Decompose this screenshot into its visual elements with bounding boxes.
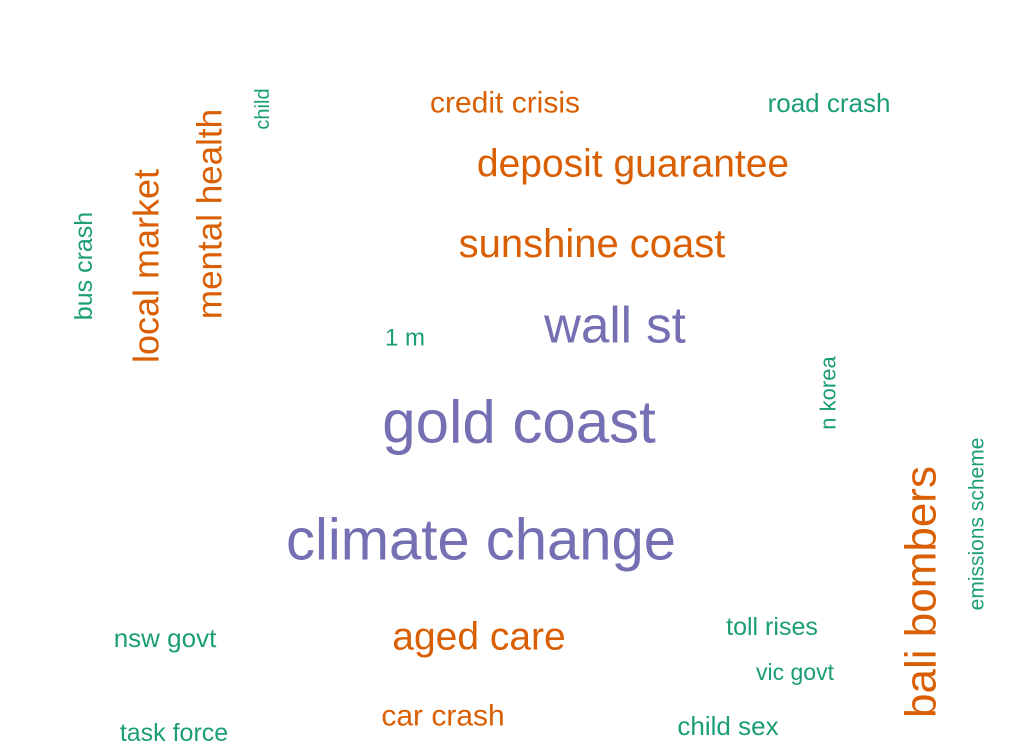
word-child-sex: child sex (677, 711, 778, 741)
word-climate-change: climate change (286, 508, 676, 573)
word-sunshine-coast: sunshine coast (459, 222, 726, 266)
word-task-force: task force (120, 719, 228, 744)
word-gold-coast: gold coast (382, 389, 656, 456)
word-deposit-guarantee: deposit guarantee (477, 143, 789, 186)
word-1-m: 1 m (385, 325, 425, 352)
word-bus-crash: bus crash (70, 212, 98, 320)
word-road-crash: road crash (768, 88, 891, 118)
word-car-crash: car crash (381, 700, 504, 733)
word-toll-rises: toll rises (726, 613, 818, 641)
word-mental-health: mental health (191, 109, 230, 319)
word-emissions-scheme: emissions scheme (966, 438, 989, 611)
word-credit-crisis: credit crisis (430, 87, 580, 120)
word-vic-govt: vic govt (756, 659, 835, 685)
word-aged-care: aged care (392, 616, 565, 659)
word-wall-st: wall st (543, 297, 686, 354)
word-n-korea: n korea (816, 356, 841, 430)
word-child: child (252, 88, 274, 129)
word-nsw-govt: nsw govt (114, 623, 217, 653)
word-local-market: local market (126, 169, 167, 363)
word-bali-bombers: bali bombers (897, 466, 946, 718)
